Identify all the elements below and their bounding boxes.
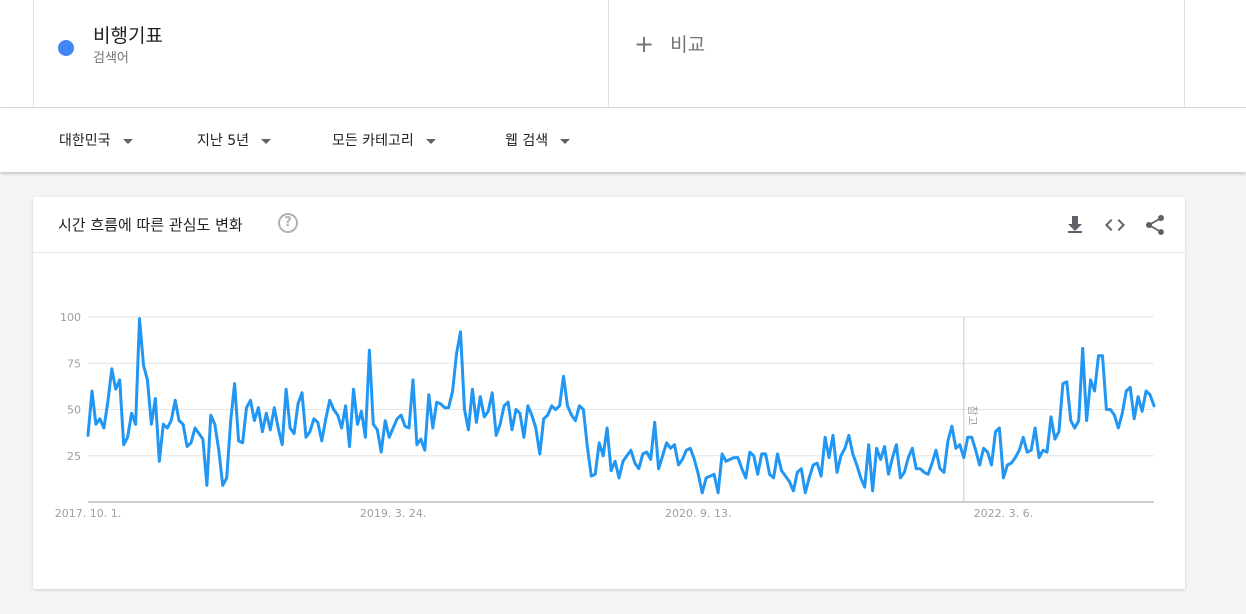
y-tick-label: 100 (60, 311, 81, 324)
column-divider (608, 0, 609, 107)
y-axis-ticks: 25 50 75 100 (60, 311, 81, 463)
compare-button[interactable]: + 비교 (634, 30, 705, 57)
caret-down-icon (560, 138, 571, 144)
filter-search-type[interactable]: 웹 검색 (505, 130, 571, 150)
plus-icon: + (634, 29, 655, 58)
filter-region[interactable]: 대한민국 (59, 130, 133, 150)
column-divider (1184, 0, 1185, 107)
y-tick-label: 75 (67, 357, 81, 370)
x-axis-ticks: 2017. 10. 1. 2019. 3. 24. 2020. 9. 13. 2022… (55, 507, 1033, 520)
help-icon[interactable]: ? (278, 213, 298, 233)
chart-gridlines (88, 316, 1154, 503)
filter-region-label: 대한민국 (59, 133, 111, 149)
download-icon[interactable] (1063, 213, 1087, 237)
x-tick-label: 2020. 9. 13. (665, 507, 731, 520)
y-tick-label: 50 (67, 404, 81, 417)
filter-category-label: 모든 카테고리 (332, 133, 414, 149)
interest-over-time-card: 시간 흐름에 따른 관심도 변화 ? 25 50 75 100 2017. 10. 1… (33, 197, 1185, 589)
compare-label: 비교 (670, 34, 706, 56)
caret-down-icon (122, 138, 133, 144)
search-term-name[interactable]: 비행기표 (93, 25, 163, 47)
search-terms-bar: 비행기표 검색어 + 비교 (0, 0, 1246, 108)
filter-search-type-label: 웹 검색 (505, 133, 549, 149)
caret-down-icon (261, 138, 271, 144)
interest-line-chart: 25 50 75 100 2017. 10. 1. 2019. 3. 24. 2020. … (55, 311, 1156, 520)
x-tick-label: 2019. 3. 24. (360, 507, 426, 520)
share-icon[interactable] (1143, 213, 1167, 237)
chart-annotation: 참고 (963, 317, 979, 502)
chart-series (86, 317, 1156, 495)
card-title: 시간 흐름에 따른 관심도 변화 (58, 216, 243, 234)
x-tick-label: 2017. 10. 1. (55, 507, 121, 520)
column-divider (33, 0, 34, 107)
caret-down-icon (425, 138, 436, 144)
y-tick-label: 25 (67, 450, 81, 463)
embed-code-icon[interactable] (1103, 213, 1127, 237)
filter-category[interactable]: 모든 카테고리 (332, 130, 436, 150)
series-line[interactable] (86, 317, 1156, 495)
term-color-dot (58, 40, 74, 56)
x-tick-label: 2022. 3. 6. (974, 507, 1033, 520)
filter-time-label: 지난 5년 (197, 133, 249, 149)
search-term-type: 검색어 (93, 51, 129, 66)
filter-time-range[interactable]: 지난 5년 (197, 130, 271, 150)
card-header: 시간 흐름에 따른 관심도 변화 ? (33, 197, 1185, 253)
filter-bar: 대한민국 지난 5년 모든 카테고리 웹 검색 (0, 108, 1246, 172)
annotation-label[interactable]: 참고 (966, 405, 979, 425)
